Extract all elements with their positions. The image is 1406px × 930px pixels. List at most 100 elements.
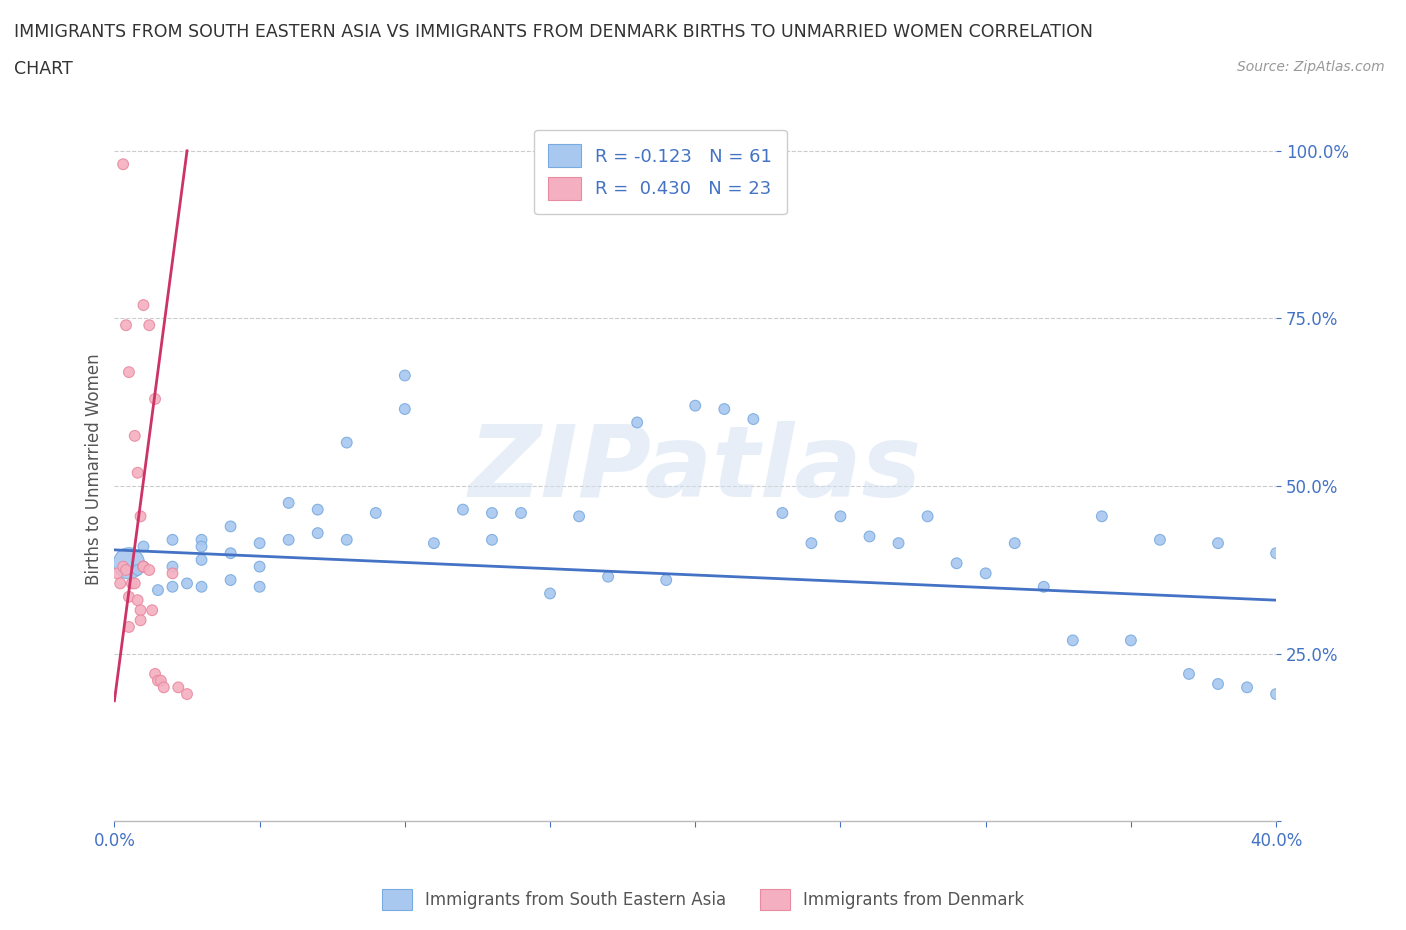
Point <box>190 552 212 567</box>
Point <box>800 536 823 551</box>
Point <box>146 583 169 598</box>
Point <box>626 415 648 430</box>
Point <box>974 565 997 580</box>
Point <box>277 496 299 511</box>
Point <box>945 556 967 571</box>
Point <box>423 536 446 551</box>
Point <box>1206 536 1229 551</box>
Point <box>219 573 242 588</box>
Point <box>115 318 138 333</box>
Point <box>132 539 155 554</box>
Point <box>510 506 533 521</box>
Point <box>110 576 132 591</box>
Text: IMMIGRANTS FROM SOUTH EASTERN ASIA VS IMMIGRANTS FROM DENMARK BIRTHS TO UNMARRIE: IMMIGRANTS FROM SOUTH EASTERN ASIA VS IM… <box>14 23 1092 41</box>
Point <box>1004 536 1026 551</box>
Point <box>143 392 166 406</box>
Point <box>538 586 561 601</box>
Point <box>481 532 503 547</box>
Point <box>162 532 184 547</box>
Point <box>190 539 212 554</box>
Point <box>132 559 155 574</box>
Point <box>1119 633 1142 648</box>
Point <box>129 509 152 524</box>
Point <box>1236 680 1258 695</box>
Point <box>307 525 329 540</box>
Point <box>112 157 135 172</box>
Point <box>830 509 852 524</box>
Point <box>277 532 299 547</box>
Point <box>118 590 141 604</box>
Point <box>162 579 184 594</box>
Point <box>118 619 141 634</box>
Point <box>132 559 155 574</box>
Point <box>887 536 910 551</box>
Point <box>307 502 329 517</box>
Point <box>1178 667 1201 682</box>
Point <box>1062 633 1084 648</box>
Point <box>190 532 212 547</box>
Point <box>742 412 765 427</box>
Point <box>132 559 155 574</box>
Point <box>129 603 152 618</box>
Point <box>683 398 706 413</box>
Point <box>394 402 416 417</box>
Point <box>105 565 128 580</box>
Legend: R = -0.123   N = 61, R =  0.430   N = 23: R = -0.123 N = 61, R = 0.430 N = 23 <box>534 130 787 214</box>
Text: Source: ZipAtlas.com: Source: ZipAtlas.com <box>1237 60 1385 74</box>
Point <box>219 546 242 561</box>
Text: CHART: CHART <box>14 60 73 78</box>
Point <box>1265 546 1288 561</box>
Point <box>124 576 146 591</box>
Point <box>249 536 271 551</box>
Legend: Immigrants from South Eastern Asia, Immigrants from Denmark: Immigrants from South Eastern Asia, Immi… <box>375 883 1031 917</box>
Point <box>568 509 591 524</box>
Point <box>115 563 138 578</box>
Point <box>112 559 135 574</box>
Text: ZIPatlas: ZIPatlas <box>468 421 922 518</box>
Point <box>219 519 242 534</box>
Point <box>118 556 141 571</box>
Point <box>127 563 149 578</box>
Point <box>364 506 387 521</box>
Point <box>249 579 271 594</box>
Point <box>481 506 503 521</box>
Point <box>127 465 149 480</box>
Point <box>336 435 359 450</box>
Point <box>152 680 174 695</box>
Point <box>1091 509 1114 524</box>
Point <box>138 563 160 578</box>
Point <box>1265 686 1288 701</box>
Point <box>167 680 190 695</box>
Point <box>713 402 735 417</box>
Point <box>190 579 212 594</box>
Point <box>138 318 160 333</box>
Point <box>1206 676 1229 691</box>
Point <box>451 502 474 517</box>
Point <box>858 529 880 544</box>
Y-axis label: Births to Unmarried Women: Births to Unmarried Women <box>86 353 103 585</box>
Point <box>336 532 359 547</box>
Point <box>770 506 793 521</box>
Point <box>121 576 143 591</box>
Point <box>132 298 155 312</box>
Point <box>1149 532 1171 547</box>
Point <box>162 565 184 580</box>
Point <box>127 592 149 607</box>
Point <box>143 667 166 682</box>
Point <box>655 573 678 588</box>
Point <box>118 365 141 379</box>
Point <box>394 368 416 383</box>
Point <box>132 559 155 574</box>
Point <box>1032 579 1054 594</box>
Point <box>598 569 620 584</box>
Point <box>162 559 184 574</box>
Point <box>176 686 198 701</box>
Point <box>141 603 163 618</box>
Point <box>129 613 152 628</box>
Point <box>176 576 198 591</box>
Point <box>249 559 271 574</box>
Point <box>146 673 169 688</box>
Point <box>149 673 172 688</box>
Point <box>917 509 939 524</box>
Point <box>124 429 146 444</box>
